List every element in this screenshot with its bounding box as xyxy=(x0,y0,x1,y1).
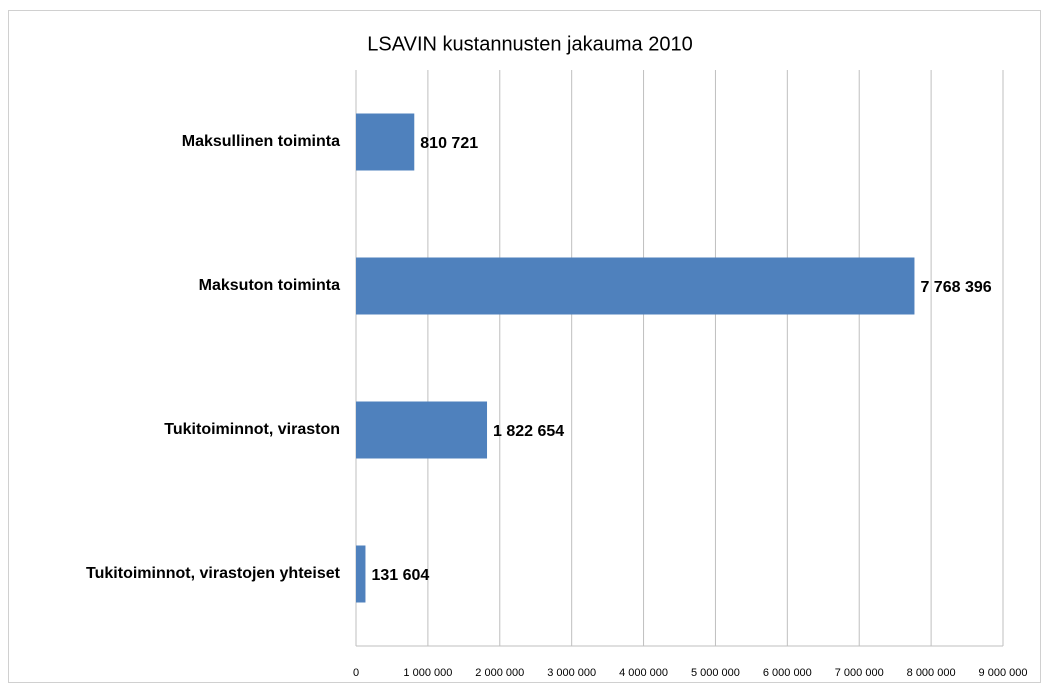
bar xyxy=(356,401,488,459)
bar xyxy=(356,113,415,171)
x-tick-label: 0 xyxy=(353,667,359,679)
value-label: 7 768 396 xyxy=(920,279,991,296)
bar xyxy=(356,257,915,315)
x-tick-label: 1 000 000 xyxy=(403,667,452,679)
y-tick-label: Tukitoiminnot, viraston xyxy=(164,421,340,438)
chart-title: LSAVIN kustannusten jakauma 2010 xyxy=(367,33,692,55)
x-tick-label: 6 000 000 xyxy=(763,667,812,679)
x-tick-label: 9 000 000 xyxy=(979,667,1028,679)
x-tick-label: 5 000 000 xyxy=(691,667,740,679)
x-tick-label: 3 000 000 xyxy=(547,667,596,679)
bar xyxy=(356,545,366,603)
x-tick-label: 4 000 000 xyxy=(619,667,668,679)
y-tick-label: Tukitoiminnot, virastojen yhteiset xyxy=(86,565,341,582)
value-label: 1 822 654 xyxy=(493,423,564,440)
y-tick-label: Maksullinen toiminta xyxy=(182,133,340,150)
value-label: 131 604 xyxy=(371,567,429,584)
x-tick-label: 7 000 000 xyxy=(835,667,884,679)
y-tick-label: Maksuton toiminta xyxy=(199,277,340,294)
x-tick-label: 8 000 000 xyxy=(907,667,956,679)
value-label: 810 721 xyxy=(420,135,478,152)
x-tick-label: 2 000 000 xyxy=(475,667,524,679)
chart-border xyxy=(8,10,1041,683)
